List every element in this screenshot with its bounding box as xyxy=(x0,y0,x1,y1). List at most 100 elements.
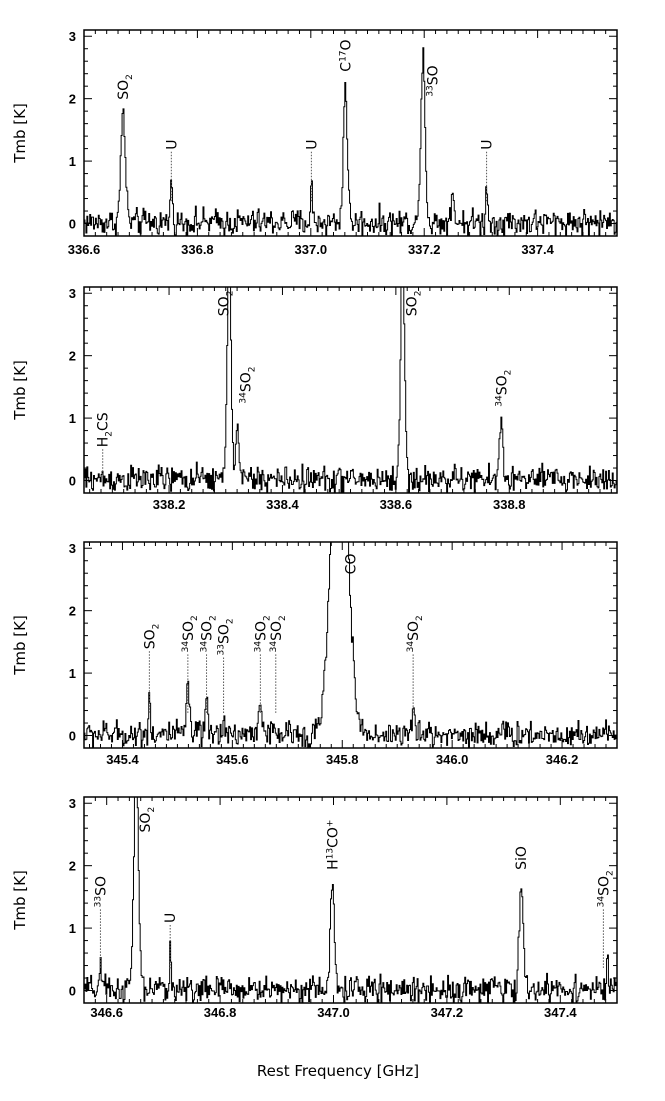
spectrum-line xyxy=(84,797,617,1003)
line-annotation: 34SO2 xyxy=(596,870,615,907)
isotope-superscript: 17 xyxy=(338,50,348,61)
species-name: U xyxy=(163,913,179,923)
line-annotation: 33SO2 xyxy=(217,618,236,655)
x-tick-label: 338.6 xyxy=(380,497,413,512)
isotope-superscript: 34 xyxy=(269,641,279,653)
x-tick-label: 346.0 xyxy=(436,752,469,767)
spectrum-line xyxy=(84,47,617,236)
line-annotation: 33SO xyxy=(93,876,109,907)
isotope-superscript: 34 xyxy=(406,641,416,653)
line-annotation: SO2 xyxy=(138,807,157,833)
y-tick-label: 0 xyxy=(69,729,76,744)
subscript: 2 xyxy=(190,615,200,621)
species-name: SO xyxy=(239,372,255,392)
species-name: SO xyxy=(138,813,154,833)
line-annotation: SO2 xyxy=(405,291,424,317)
species-name: SO xyxy=(93,876,109,896)
species-name: SO xyxy=(181,621,197,641)
species-name: SO xyxy=(596,876,612,896)
line-annotation: H13CO+ xyxy=(325,820,341,870)
x-tick-label: 345.4 xyxy=(106,752,139,767)
line-annotation: U xyxy=(163,913,179,923)
plot-frame xyxy=(83,541,618,749)
isotope-superscript: 34 xyxy=(181,641,191,653)
line-annotation: 34SO2 xyxy=(494,370,513,407)
x-tick-label: 345.6 xyxy=(216,752,249,767)
y-tick-label: 3 xyxy=(69,286,76,301)
line-annotation: C17O xyxy=(338,39,354,71)
line-annotation: H2CS xyxy=(96,412,115,447)
x-tick-label: 336.6 xyxy=(68,242,101,257)
subscript: 2 xyxy=(105,431,115,437)
x-tick-label: 337.0 xyxy=(295,242,328,257)
isotope-superscript: 34 xyxy=(200,641,210,653)
x-tick-label: 347.0 xyxy=(317,1005,350,1020)
y-tick-label: 0 xyxy=(69,474,76,489)
y-tick-label: 1 xyxy=(69,411,76,426)
x-tick-label: 336.8 xyxy=(181,242,214,257)
line-annotation: 34SO2 xyxy=(253,615,272,652)
isotope-superscript: 34 xyxy=(494,395,504,407)
isotope-superscript: 34 xyxy=(253,641,263,653)
plot-frame xyxy=(83,286,618,494)
y-tick-label: 0 xyxy=(69,984,76,999)
y-tick-label: 2 xyxy=(69,859,76,874)
species-name: SiO xyxy=(514,846,530,870)
line-annotation: U xyxy=(304,139,320,149)
x-tick-label: 337.2 xyxy=(408,242,441,257)
y-tick-label: 1 xyxy=(69,921,76,936)
y-axis-label: Tmb [K] xyxy=(11,360,29,421)
isotope-superscript: 33 xyxy=(93,896,103,907)
species-name: CS xyxy=(96,412,112,431)
x-tick-label: 338.2 xyxy=(153,497,186,512)
subscript: 2 xyxy=(248,367,258,373)
subscript: 2 xyxy=(278,615,288,621)
line-annotation: 34SO2 xyxy=(269,615,288,652)
line-annotation: 33SO xyxy=(426,65,442,96)
y-tick-label: 3 xyxy=(69,29,76,44)
x-tick-label: 337.4 xyxy=(521,242,554,257)
y-axis-label: Tmb [K] xyxy=(11,870,29,931)
line-annotation: U xyxy=(164,139,180,149)
subscript: 2 xyxy=(415,615,425,621)
line-annotation: U xyxy=(480,139,496,149)
line-annotation: 34SO2 xyxy=(200,615,219,652)
species-name: SO xyxy=(200,621,216,641)
subscript: 2 xyxy=(151,624,161,630)
y-tick-label: 2 xyxy=(69,349,76,364)
x-tick-label: 345.8 xyxy=(326,752,359,767)
line-annotation: SiO xyxy=(514,846,530,870)
species-name: SO xyxy=(116,80,132,100)
subscript: 2 xyxy=(503,370,513,376)
line-annotation: CO xyxy=(344,554,360,575)
species-name: U xyxy=(304,139,320,149)
isotope-superscript: 33 xyxy=(426,85,436,96)
subscript: 2 xyxy=(262,615,272,621)
x-tick-label: 347.4 xyxy=(544,1005,577,1020)
species-name: SO xyxy=(494,375,510,395)
line-annotation: 34SO2 xyxy=(181,615,200,652)
subscript: 2 xyxy=(147,807,157,813)
species-name: SO xyxy=(269,621,285,641)
isotope-superscript: 33 xyxy=(217,644,227,655)
line-annotation: 34SO2 xyxy=(406,615,425,652)
species-name: U xyxy=(164,139,180,149)
y-tick-label: 3 xyxy=(69,541,76,556)
y-tick-label: 3 xyxy=(69,796,76,811)
subscript: 2 xyxy=(209,615,219,621)
y-tick-label: 1 xyxy=(69,666,76,681)
line-annotation: SO2 xyxy=(216,291,235,317)
x-axis-title: Rest Frequency [GHz] xyxy=(257,1062,419,1080)
species-name: U xyxy=(480,139,496,149)
line-annotation: SO2 xyxy=(116,74,135,100)
species-name: CO xyxy=(344,554,360,575)
y-tick-label: 2 xyxy=(69,604,76,619)
species-name: SO xyxy=(406,621,422,641)
spectrum-line xyxy=(84,542,617,748)
subscript: 2 xyxy=(414,291,424,297)
